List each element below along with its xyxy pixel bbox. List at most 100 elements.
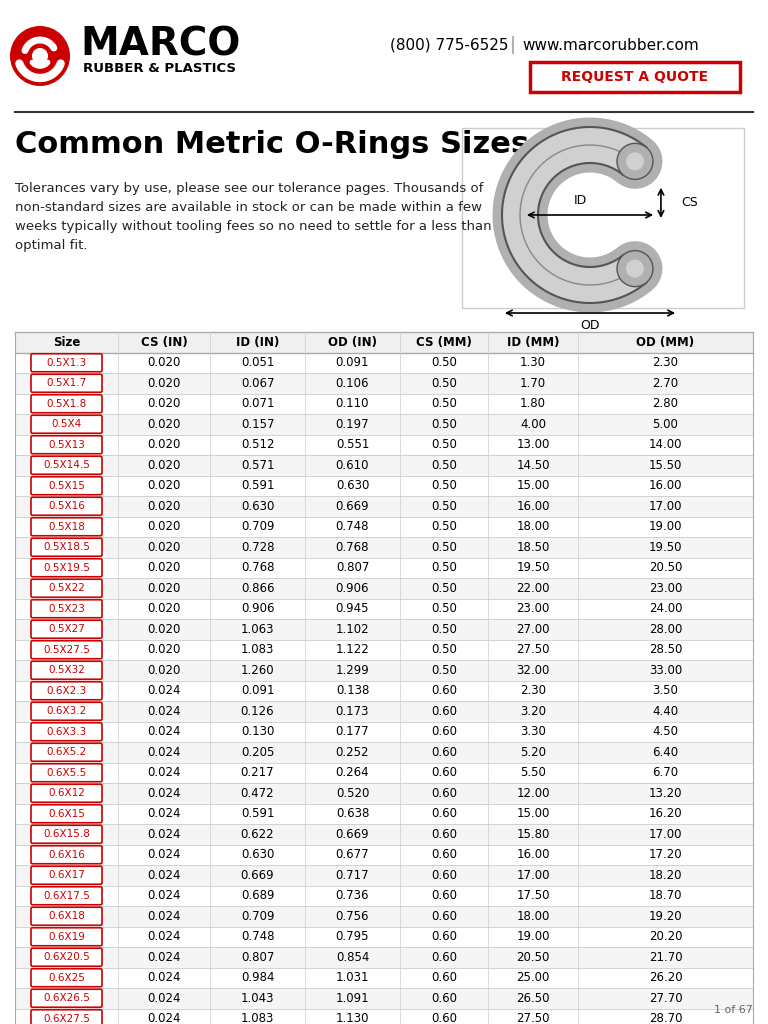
Text: MARCO: MARCO	[80, 26, 240, 63]
Text: 0.252: 0.252	[336, 745, 369, 759]
Text: 0.5X16: 0.5X16	[48, 502, 85, 511]
Text: 20.20: 20.20	[649, 930, 682, 943]
Text: 0.020: 0.020	[147, 418, 180, 431]
Text: 0.60: 0.60	[431, 930, 457, 943]
Text: CS (MM): CS (MM)	[416, 336, 472, 349]
Text: 0.138: 0.138	[336, 684, 369, 697]
Text: 0.630: 0.630	[336, 479, 369, 493]
Text: 0.50: 0.50	[431, 356, 457, 370]
Text: 0.60: 0.60	[431, 950, 457, 964]
Text: 0.091: 0.091	[336, 356, 369, 370]
Text: 0.020: 0.020	[147, 643, 180, 656]
Text: 27.50: 27.50	[516, 643, 550, 656]
Text: (800) 775-6525: (800) 775-6525	[390, 38, 508, 52]
Text: 0.091: 0.091	[240, 684, 274, 697]
Text: 0.807: 0.807	[336, 561, 369, 574]
Text: REQUEST A QUOTE: REQUEST A QUOTE	[561, 70, 709, 84]
Text: 0.5X14.5: 0.5X14.5	[43, 460, 90, 470]
Text: CS: CS	[681, 197, 697, 209]
Text: 0.024: 0.024	[147, 848, 180, 861]
Text: 0.60: 0.60	[431, 705, 457, 718]
Bar	[0, 0, 768, 112]
Text: 0.6X5.5: 0.6X5.5	[46, 768, 87, 778]
Text: 22.00: 22.00	[516, 582, 550, 595]
FancyBboxPatch shape	[31, 784, 102, 802]
FancyBboxPatch shape	[31, 969, 102, 987]
FancyBboxPatch shape	[31, 498, 102, 515]
Text: 0.906: 0.906	[240, 602, 274, 615]
Text: 20.50: 20.50	[516, 950, 550, 964]
FancyBboxPatch shape	[31, 805, 102, 822]
Text: 0.020: 0.020	[147, 377, 180, 390]
Text: 0.60: 0.60	[431, 745, 457, 759]
Text: 0.709: 0.709	[240, 520, 274, 534]
Bar	[15, 332, 753, 352]
Text: 0.5X27.5: 0.5X27.5	[43, 645, 90, 654]
Text: 17.50: 17.50	[516, 889, 550, 902]
Text: 0.622: 0.622	[240, 827, 274, 841]
Bar	[15, 598, 753, 618]
Text: 0.60: 0.60	[431, 868, 457, 882]
Text: 0.669: 0.669	[336, 500, 369, 513]
Text: 0.6X12: 0.6X12	[48, 788, 85, 799]
Text: 14.00: 14.00	[649, 438, 682, 452]
Text: 0.5X4: 0.5X4	[51, 419, 81, 429]
Text: 0.638: 0.638	[336, 807, 369, 820]
Text: 1.031: 1.031	[336, 971, 369, 984]
Text: 0.60: 0.60	[431, 1013, 457, 1024]
Text: 0.50: 0.50	[431, 459, 457, 472]
Text: 0.106: 0.106	[336, 377, 369, 390]
Text: 4.00: 4.00	[520, 418, 546, 431]
Text: 0.020: 0.020	[147, 602, 180, 615]
Text: 0.50: 0.50	[431, 520, 457, 534]
Text: 0.50: 0.50	[431, 500, 457, 513]
Text: 0.50: 0.50	[431, 602, 457, 615]
Text: 18.00: 18.00	[516, 909, 550, 923]
Text: 13.00: 13.00	[516, 438, 550, 452]
Bar	[15, 906, 753, 927]
Text: 5.00: 5.00	[653, 418, 678, 431]
Text: 0.024: 0.024	[147, 1013, 180, 1024]
Text: 5.20: 5.20	[520, 745, 546, 759]
Bar	[15, 373, 753, 393]
Text: 0.6X17: 0.6X17	[48, 870, 85, 881]
Text: 0.512: 0.512	[240, 438, 274, 452]
Text: 0.768: 0.768	[240, 561, 274, 574]
Bar	[15, 557, 753, 578]
Text: 19.50: 19.50	[649, 541, 682, 554]
Text: 0.024: 0.024	[147, 992, 180, 1005]
Text: 0.60: 0.60	[431, 992, 457, 1005]
Text: 0.024: 0.024	[147, 950, 180, 964]
Text: 1.043: 1.043	[240, 992, 274, 1005]
Text: 0.177: 0.177	[336, 725, 369, 738]
Text: 1.102: 1.102	[336, 623, 369, 636]
Text: 0.571: 0.571	[240, 459, 274, 472]
Text: 0.6X16: 0.6X16	[48, 850, 85, 860]
Text: 0.5X22: 0.5X22	[48, 584, 85, 593]
Text: ID (IN): ID (IN)	[236, 336, 280, 349]
Bar	[15, 947, 753, 968]
Text: 0.020: 0.020	[147, 438, 180, 452]
FancyBboxPatch shape	[31, 1010, 102, 1024]
Text: 0.024: 0.024	[147, 971, 180, 984]
Text: 15.50: 15.50	[649, 459, 682, 472]
FancyBboxPatch shape	[31, 394, 102, 413]
Text: 27.50: 27.50	[516, 1013, 550, 1024]
Text: 27.00: 27.00	[516, 623, 550, 636]
Text: 0.984: 0.984	[240, 971, 274, 984]
FancyBboxPatch shape	[31, 477, 102, 495]
Bar	[15, 988, 753, 1009]
Text: RUBBER & PLASTICS: RUBBER & PLASTICS	[83, 61, 236, 75]
FancyBboxPatch shape	[31, 764, 102, 781]
Text: 0.020: 0.020	[147, 623, 180, 636]
Text: OD (MM): OD (MM)	[637, 336, 694, 349]
Bar	[15, 927, 753, 947]
Text: 0.50: 0.50	[431, 397, 457, 411]
Text: 0.5X18.5: 0.5X18.5	[43, 543, 90, 552]
Text: 1.70: 1.70	[520, 377, 546, 390]
Text: 19.50: 19.50	[516, 561, 550, 574]
Text: non-standard sizes are available in stock or can be made within a few: non-standard sizes are available in stoc…	[15, 201, 482, 214]
Text: 1.063: 1.063	[240, 623, 274, 636]
Text: 0.6X3.3: 0.6X3.3	[46, 727, 87, 736]
Text: 0.60: 0.60	[431, 848, 457, 861]
